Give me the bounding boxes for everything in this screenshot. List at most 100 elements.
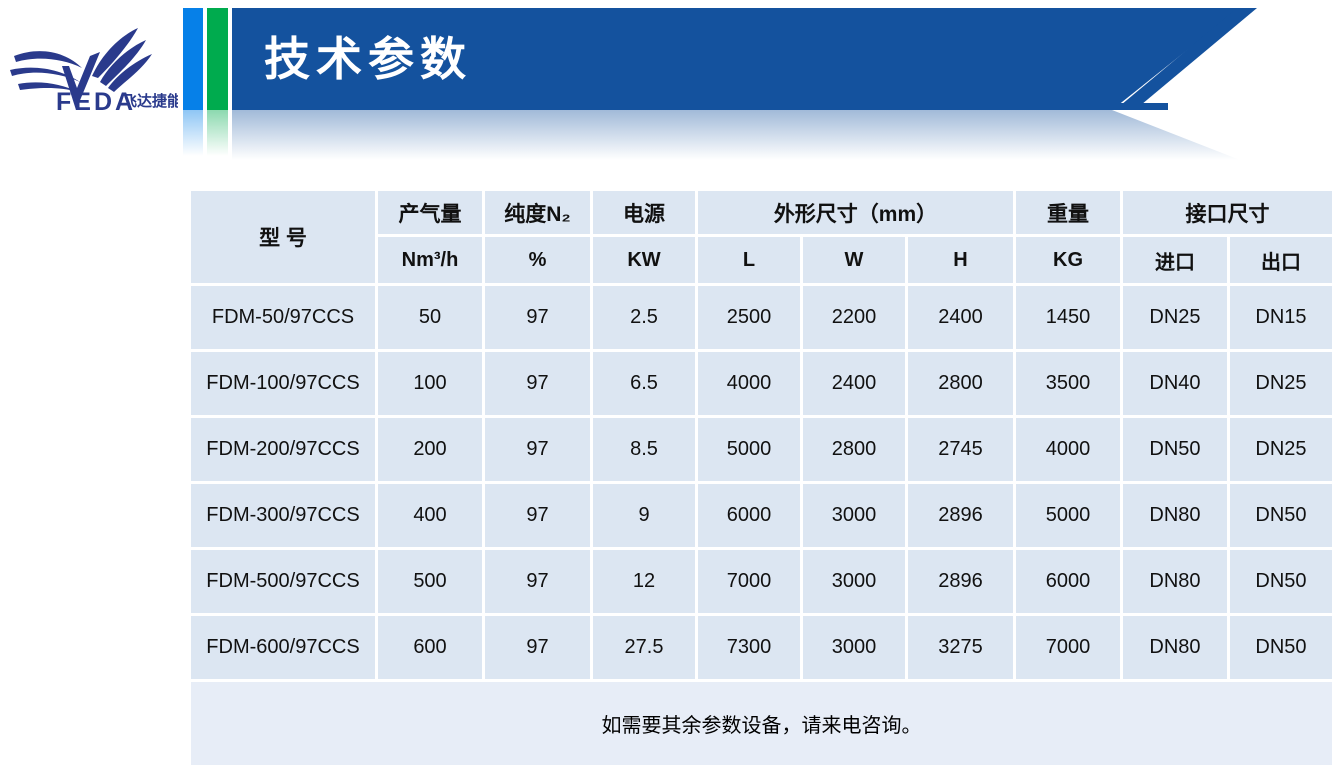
value-cell: 2896: [905, 547, 1016, 616]
value-cell: DN15: [1227, 283, 1333, 352]
value-cell: 7000: [695, 547, 803, 616]
header-row-units: Nm³/h % KW L W H KG 进口 出口: [190, 234, 1333, 286]
header-model: 型 号: [188, 188, 378, 286]
header-dim-l: L: [695, 234, 803, 286]
table-row: FDM-500/97CCS 500 97 12 7000 3000 2896 6…: [188, 547, 1333, 616]
table-row: FDM-50/97CCS 50 97 2.5 2500 2200 2400 14…: [188, 283, 1333, 352]
value-cell: 600: [375, 613, 485, 682]
value-cell: DN50: [1227, 613, 1333, 682]
value-cell: 97: [482, 547, 593, 616]
value-cell: 2800: [800, 415, 908, 484]
value-cell: 500: [375, 547, 485, 616]
model-cell: FDM-600/97CCS: [188, 613, 378, 682]
header-row-groups: 型 号 产气量 纯度N₂ 电源 外形尺寸（mm） 重量 接口尺寸: [188, 188, 1333, 286]
table-row: FDM-600/97CCS 600 97 27.5 7300 3000 3275…: [188, 613, 1333, 682]
value-cell: 100: [375, 349, 485, 418]
value-cell: DN25: [1227, 349, 1333, 418]
value-cell: 5000: [695, 415, 803, 484]
table-row: FDM-200/97CCS 200 97 8.5 5000 2800 2745 …: [188, 415, 1333, 484]
value-cell: DN80: [1120, 481, 1230, 550]
value-cell: 3000: [800, 547, 908, 616]
model-cell: FDM-50/97CCS: [188, 283, 378, 352]
page-title: 技术参数: [264, 33, 472, 85]
contact-note: 如需要其余参数设备，请来电咨询。: [188, 679, 1333, 768]
value-cell: 4000: [695, 349, 803, 418]
reflection-banner: [232, 110, 1240, 160]
header-capacity-unit: Nm³/h: [375, 234, 485, 286]
value-cell: 50: [375, 283, 485, 352]
value-cell: 3000: [800, 481, 908, 550]
value-cell: 12: [590, 547, 698, 616]
value-cell: 5000: [1013, 481, 1123, 550]
value-cell: 2400: [905, 283, 1016, 352]
header-ports: 接口尺寸: [1120, 188, 1333, 237]
header-power-unit: KW: [590, 234, 698, 286]
value-cell: 97: [482, 481, 593, 550]
value-cell: DN80: [1120, 547, 1230, 616]
value-cell: 3500: [1013, 349, 1123, 418]
table-row: FDM-100/97CCS 100 97 6.5 4000 2400 2800 …: [188, 349, 1333, 418]
value-cell: 7000: [1013, 613, 1123, 682]
header-purity-unit: %: [482, 234, 593, 286]
header-dim-w: W: [800, 234, 908, 286]
value-cell: 4000: [1013, 415, 1123, 484]
model-cell: FDM-500/97CCS: [188, 547, 378, 616]
header-dim-h: H: [905, 234, 1016, 286]
value-cell: 9: [590, 481, 698, 550]
value-cell: DN50: [1120, 415, 1230, 484]
value-cell: 3275: [905, 613, 1016, 682]
model-cell: FDM-100/97CCS: [188, 349, 378, 418]
value-cell: 1450: [1013, 283, 1123, 352]
value-cell: 6000: [695, 481, 803, 550]
title-banner: 技术参数: [232, 8, 1240, 110]
value-cell: 2500: [695, 283, 803, 352]
reflection-bar-blue: [183, 110, 203, 156]
value-cell: 2200: [800, 283, 908, 352]
banner-stripe-tail: [1102, 103, 1168, 110]
header-purity: 纯度N₂: [482, 188, 593, 237]
header-weight-unit: KG: [1013, 234, 1123, 286]
accent-bar-green: [207, 8, 228, 110]
reflection-bar-green: [207, 110, 228, 156]
company-logo: FEDA 飞达捷能: [6, 22, 182, 124]
accent-bar-blue: [183, 8, 203, 110]
header-weight: 重量: [1013, 188, 1123, 237]
feda-wing-icon: FEDA 飞达捷能: [10, 28, 182, 116]
header-power: 电源: [590, 188, 698, 237]
value-cell: 2800: [905, 349, 1016, 418]
value-cell: DN25: [1120, 283, 1230, 352]
header-port-in: 进口: [1120, 234, 1230, 286]
header-capacity: 产气量: [375, 188, 485, 237]
table-row: FDM-300/97CCS 400 97 9 6000 3000 2896 50…: [188, 481, 1333, 550]
value-cell: 2745: [905, 415, 1016, 484]
value-cell: 97: [482, 613, 593, 682]
value-cell: 6000: [1013, 547, 1123, 616]
logo-brand-cn-text: 飞达捷能: [122, 92, 178, 110]
logo-brand-text: FEDA: [56, 88, 136, 116]
value-cell: 8.5: [590, 415, 698, 484]
value-cell: DN80: [1120, 613, 1230, 682]
value-cell: DN25: [1227, 415, 1333, 484]
value-cell: 97: [482, 349, 593, 418]
value-cell: 2.5: [590, 283, 698, 352]
value-cell: 6.5: [590, 349, 698, 418]
value-cell: 2896: [905, 481, 1016, 550]
parameters-table: 型 号 产气量 纯度N₂ 电源 外形尺寸（mm） 重量 接口尺寸 Nm³/h %…: [188, 188, 1333, 768]
value-cell: 97: [482, 283, 593, 352]
model-cell: FDM-200/97CCS: [188, 415, 378, 484]
value-cell: DN50: [1227, 481, 1333, 550]
value-cell: 7300: [695, 613, 803, 682]
header-port-out: 出口: [1227, 234, 1333, 286]
header-dimensions: 外形尺寸（mm）: [695, 188, 1016, 237]
value-cell: DN50: [1227, 547, 1333, 616]
value-cell: DN40: [1120, 349, 1230, 418]
model-cell: FDM-300/97CCS: [188, 481, 378, 550]
note-row: 如需要其余参数设备，请来电咨询。: [188, 679, 1333, 768]
value-cell: 2400: [800, 349, 908, 418]
value-cell: 27.5: [590, 613, 698, 682]
value-cell: 97: [482, 415, 593, 484]
value-cell: 400: [375, 481, 485, 550]
value-cell: 200: [375, 415, 485, 484]
value-cell: 3000: [800, 613, 908, 682]
